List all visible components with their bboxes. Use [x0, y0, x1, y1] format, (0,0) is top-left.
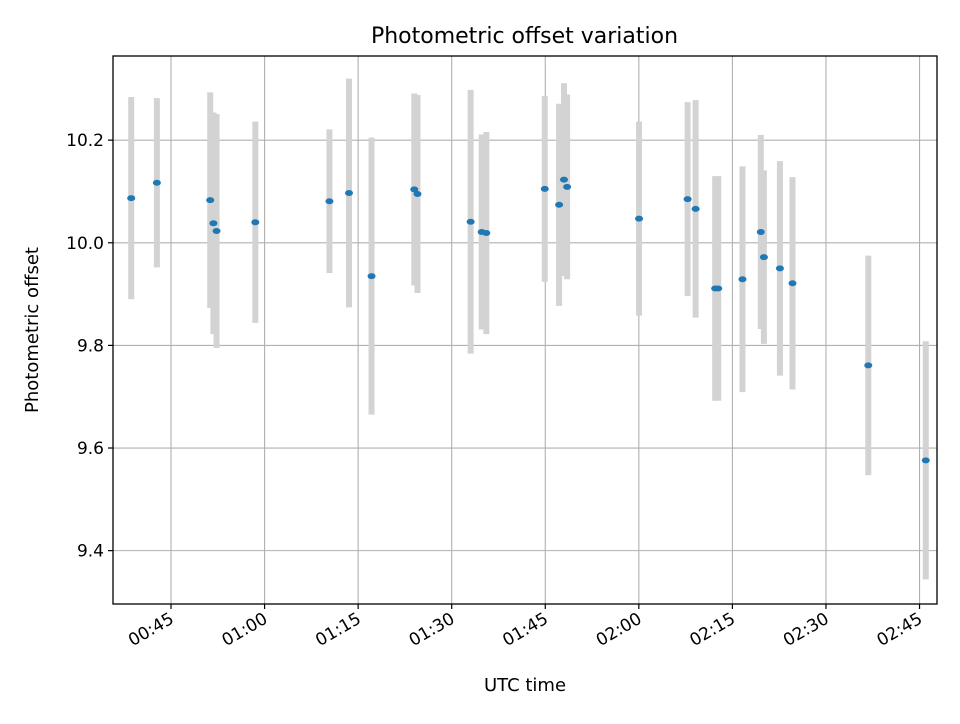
data-point: [759, 254, 768, 261]
data-point: [775, 265, 784, 272]
y-tick-label: 9.4: [77, 542, 104, 562]
data-point: [921, 457, 930, 464]
data-point: [413, 191, 422, 198]
data-point: [344, 190, 353, 196]
data-point: [540, 185, 549, 192]
data-point: [714, 285, 723, 292]
data-point: [864, 362, 873, 369]
data-point: [206, 197, 215, 204]
data-point: [635, 215, 644, 222]
data-point: [466, 218, 475, 225]
data-point: [563, 183, 572, 190]
data-point: [555, 201, 564, 208]
y-tick-label: 9.6: [77, 439, 104, 459]
data-point: [152, 179, 161, 186]
x-axis-label: UTC time: [484, 675, 566, 696]
data-point: [410, 186, 419, 193]
plot-area: [113, 56, 937, 604]
y-tick-label: 10.2: [66, 131, 104, 151]
plot-frame: [112, 55, 938, 605]
data-point: [251, 219, 260, 226]
data-point: [756, 228, 765, 235]
y-axis-ticks: 9.4 9.6 9.8 10.0 10.2: [66, 131, 113, 562]
data-point: [325, 198, 334, 205]
data-point: [683, 196, 692, 203]
data-point: [482, 230, 491, 237]
data-point: [559, 176, 568, 183]
data-point: [691, 205, 700, 212]
y-tick-label: 10.0: [66, 234, 104, 254]
data-point: [212, 227, 221, 234]
point-layer: [127, 176, 930, 464]
data-point: [209, 220, 218, 227]
grid-layer: [113, 56, 937, 604]
chart-title: Photometric offset variation: [371, 24, 678, 49]
y-tick-label: 9.8: [77, 336, 104, 356]
data-point: [367, 273, 376, 280]
data-point: [788, 280, 797, 287]
data-point: [738, 276, 747, 283]
y-axis-label: Photometric offset: [22, 247, 43, 413]
data-point: [127, 195, 136, 202]
